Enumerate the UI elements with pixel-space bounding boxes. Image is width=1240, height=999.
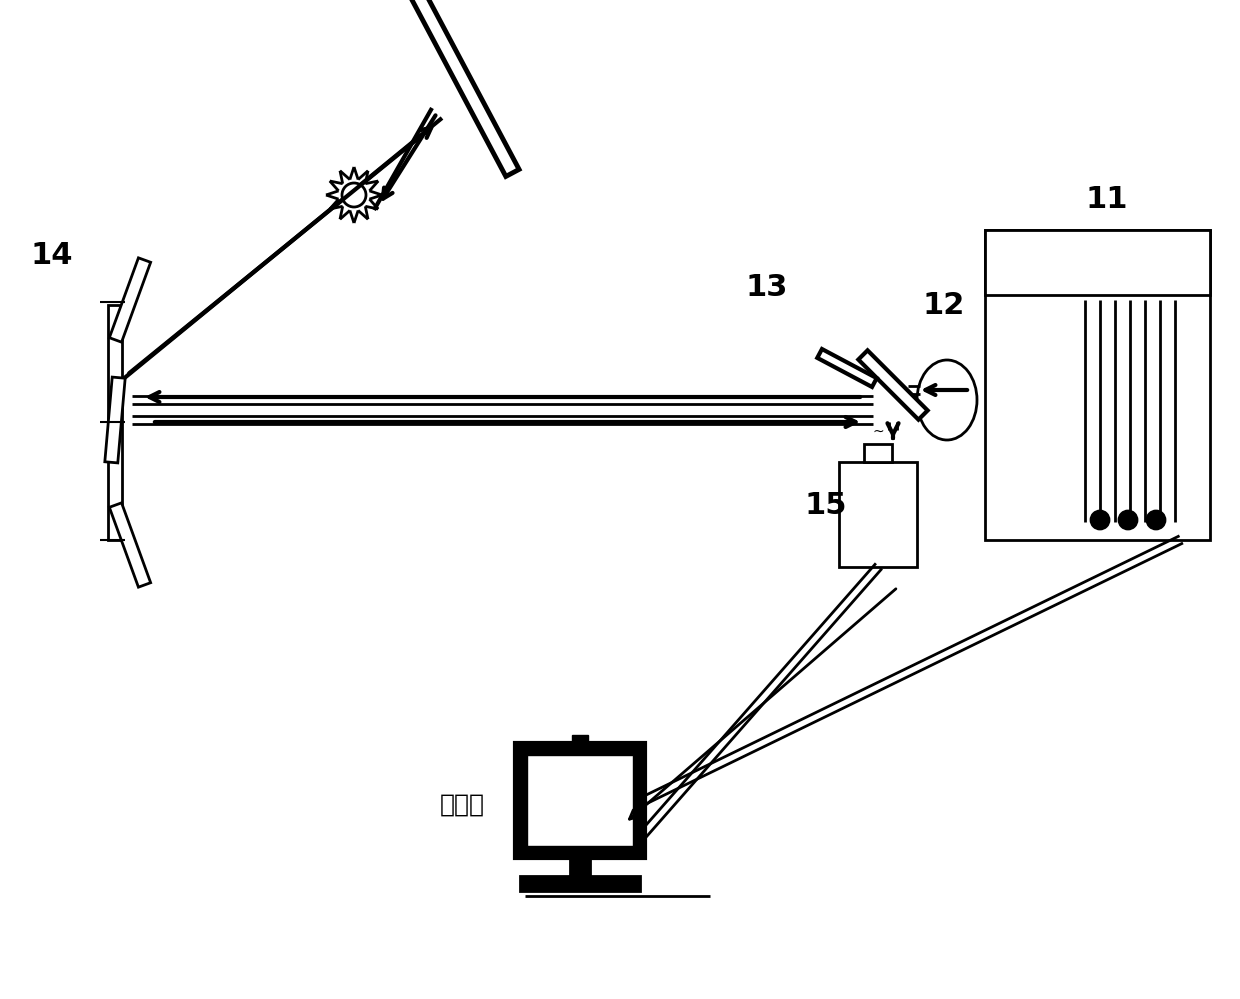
Circle shape: [1118, 511, 1137, 529]
Text: 12: 12: [923, 291, 966, 320]
Polygon shape: [405, 0, 520, 177]
Text: 13: 13: [745, 274, 789, 303]
Text: 11: 11: [1086, 186, 1128, 215]
Bar: [572, 735, 588, 743]
Text: 15: 15: [804, 491, 847, 519]
Polygon shape: [817, 349, 877, 387]
Bar: [864, 444, 892, 462]
Polygon shape: [858, 351, 928, 420]
Polygon shape: [109, 258, 150, 343]
Bar: [985, 230, 1210, 540]
Text: 计算机: 计算机: [440, 793, 485, 817]
Text: 14: 14: [30, 241, 72, 270]
Polygon shape: [109, 502, 150, 587]
Polygon shape: [105, 377, 125, 463]
Bar: [515, 743, 645, 858]
Circle shape: [1147, 511, 1166, 529]
Bar: [570, 858, 590, 876]
Ellipse shape: [918, 360, 977, 440]
Bar: [527, 755, 632, 846]
Bar: [839, 462, 918, 567]
Circle shape: [1091, 511, 1109, 529]
Bar: [108, 305, 122, 540]
Text: ~: ~: [872, 425, 884, 439]
Circle shape: [342, 183, 366, 207]
Bar: [520, 876, 640, 891]
Bar: [985, 230, 1210, 295]
